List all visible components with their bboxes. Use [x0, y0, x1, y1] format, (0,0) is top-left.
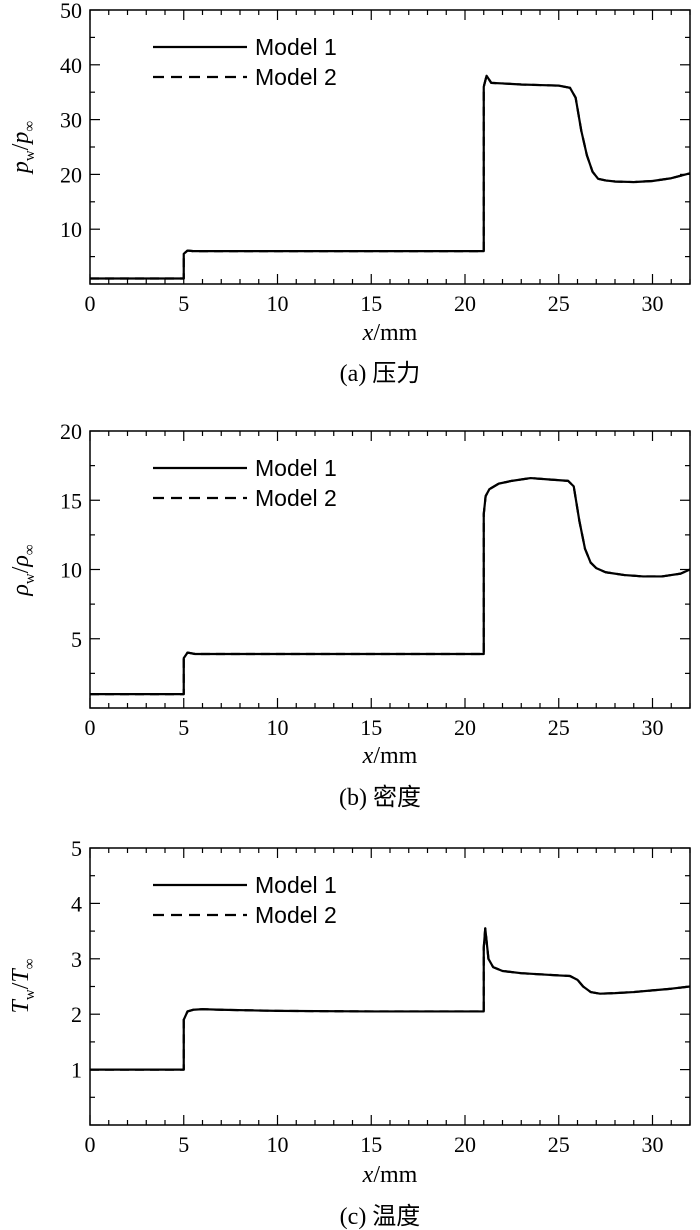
y-tick-label: 5: [71, 627, 82, 652]
x-tick-label: 30: [642, 291, 664, 316]
y-tick-label: 1: [71, 1058, 82, 1083]
x-tick-label: 10: [267, 291, 289, 316]
x-tick-label: 5: [178, 1132, 189, 1157]
x-tick-label: 0: [85, 291, 96, 316]
x-tick-label: 15: [360, 291, 382, 316]
x-tick-label: 20: [454, 1132, 476, 1157]
legend-label-1: Model 1: [255, 34, 337, 60]
y-tick-label: 10: [60, 558, 82, 583]
series-line-2: [90, 927, 691, 1071]
y-axis-title: Tw/T∞: [8, 959, 38, 1014]
x-tick-label: 25: [548, 291, 570, 316]
x-axis-title: x/mm: [362, 1162, 418, 1188]
figure-caption: (b) 密度: [339, 784, 421, 811]
x-tick-label: 20: [454, 715, 476, 740]
x-tick-label: 25: [548, 715, 570, 740]
series-line-1: [90, 74, 691, 280]
y-tick-label: 50: [60, 0, 82, 23]
x-tick-label: 10: [267, 1132, 289, 1157]
y-axis-title: ρw/ρ∞: [8, 544, 38, 596]
x-tick-label: 5: [178, 715, 189, 740]
series-line-2: [90, 476, 691, 696]
x-tick-label: 0: [85, 1132, 96, 1157]
chart-panel-2: 0 5 10 15 20 25 30 5 10 15 20 Model 1 Model 2 x/mm ρw/…: [8, 419, 691, 811]
y-tick-label: 5: [71, 836, 82, 861]
x-tick-label: 30: [642, 1132, 664, 1157]
legend-label-1: Model 1: [255, 872, 337, 898]
x-tick-label: 30: [642, 715, 664, 740]
x-tick-label: 0: [85, 715, 96, 740]
series-line-1: [90, 476, 691, 696]
series-line-1: [90, 927, 691, 1071]
y-tick-label: 40: [60, 53, 82, 78]
figure-caption: (c) 温度: [340, 1203, 421, 1230]
x-axis-title: x/mm: [362, 743, 418, 769]
plot-frame: [89, 9, 691, 285]
x-tick-label: 15: [360, 715, 382, 740]
chart-panel-1: 0 5 10 15 20 25 30 10 20 30 40 50 Model 1 Model 2 x/mm…: [8, 0, 691, 387]
x-tick-label: 15: [360, 1132, 382, 1157]
legend-label-2: Model 2: [255, 64, 337, 90]
y-tick-label: 10: [60, 217, 82, 242]
y-tick-label: 30: [60, 108, 82, 133]
figure-caption: (a) 压力: [340, 360, 421, 387]
y-tick-label: 20: [60, 162, 82, 187]
y-tick-label: 20: [60, 419, 82, 444]
series-line-2: [90, 74, 691, 280]
legend-label-2: Model 2: [255, 902, 337, 928]
y-tick-label: 15: [60, 488, 82, 513]
y-tick-label: 4: [71, 891, 82, 916]
x-tick-label: 20: [454, 291, 476, 316]
x-axis-title: x/mm: [362, 320, 418, 346]
y-tick-label: 2: [71, 1002, 82, 1027]
x-tick-label: 10: [267, 715, 289, 740]
legend-label-2: Model 2: [255, 485, 337, 511]
legend-label-1: Model 1: [255, 455, 337, 481]
x-tick-label: 5: [178, 291, 189, 316]
chart-panel-3: 0 5 10 15 20 25 30 1 2 3 4 5 Model 1 Model 2 x/mm Tw/T∞…: [8, 836, 691, 1230]
x-tick-label: 25: [548, 1132, 570, 1157]
y-tick-label: 3: [71, 947, 82, 972]
plot-frame: [89, 847, 691, 1126]
y-axis-title: pw/p∞: [8, 121, 38, 175]
